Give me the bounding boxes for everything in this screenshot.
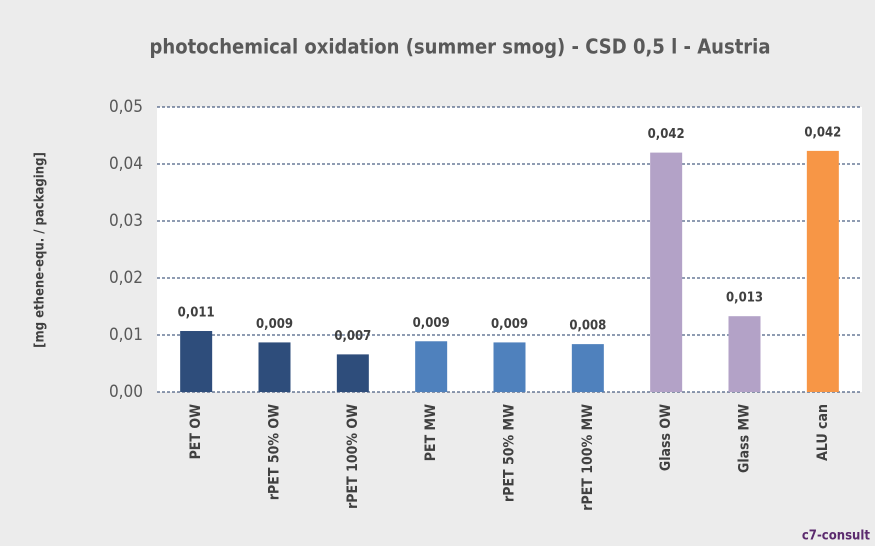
x-tick-label: PET MW — [423, 404, 439, 461]
value-label: 0,042 — [648, 127, 685, 142]
value-label: 0,009 — [413, 316, 450, 331]
bar — [258, 342, 291, 392]
value-label: 0,007 — [334, 329, 371, 344]
x-tick-label: Glass OW — [658, 404, 674, 471]
bar — [728, 316, 761, 392]
value-label: 0,011 — [178, 306, 215, 321]
value-label: 0,013 — [726, 291, 763, 306]
y-tick-label: 0,00 — [109, 382, 143, 402]
value-label: 0,009 — [491, 317, 528, 332]
value-label: 0,009 — [256, 317, 293, 332]
x-tick-label: PET OW — [188, 404, 204, 460]
y-tick-label: 0,01 — [109, 325, 143, 345]
bar — [571, 344, 604, 392]
y-tick-label: 0,05 — [109, 97, 143, 117]
x-tick-label: rPET 100% MW — [580, 404, 596, 511]
x-tick-label: rPET 50% OW — [267, 404, 283, 500]
x-tick-label: ALU can — [815, 404, 831, 461]
bar — [180, 331, 213, 392]
y-tick-label: 0,04 — [109, 154, 143, 174]
value-label: 0,042 — [804, 125, 841, 140]
chart-title: photochemical oxidation (summer smog) - … — [150, 35, 771, 59]
bar — [493, 342, 526, 392]
value-label: 0,008 — [569, 319, 606, 334]
x-tick-label: rPET 100% OW — [345, 404, 361, 509]
y-axis-label: [mg ethene-equ. / packaging] — [33, 152, 48, 348]
footer: c7-consult — [802, 529, 871, 544]
x-tick-label: Glass MW — [737, 404, 753, 473]
bar — [806, 150, 839, 392]
bar — [650, 152, 683, 392]
bar — [415, 341, 448, 392]
x-tick-label: rPET 50% MW — [502, 404, 518, 502]
bar — [336, 354, 369, 392]
y-tick-label: 0,03 — [109, 211, 143, 231]
y-tick-label: 0,02 — [109, 268, 143, 288]
